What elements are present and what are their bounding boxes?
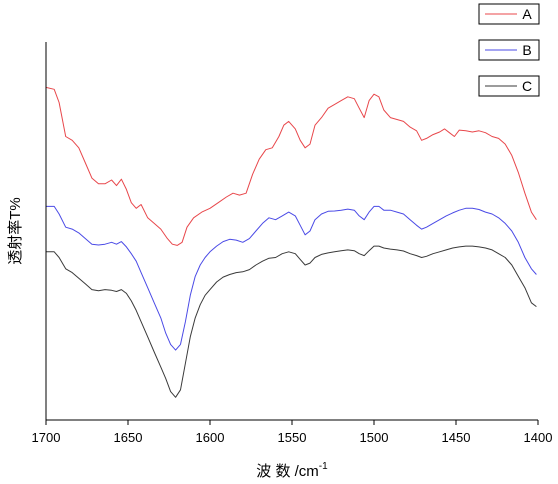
legend: A B C [478, 3, 540, 97]
x-tick-label: 1700 [32, 430, 61, 445]
x-tick-label: 1400 [524, 430, 553, 445]
x-axis-title: 波 数 /cm-1 [256, 461, 328, 480]
x-tick-label: 1500 [360, 430, 389, 445]
series-line-b [46, 205, 537, 351]
series-line-a [45, 86, 537, 246]
legend-label-b: B [522, 42, 531, 58]
series-line-c [46, 245, 537, 398]
legend-label-c: C [522, 78, 532, 94]
x-tick-label: 1550 [278, 430, 307, 445]
legend-label-a: A [522, 6, 532, 22]
x-axis-title-superscript: -1 [319, 461, 328, 472]
y-axis-title: 透射率T% [7, 197, 24, 265]
x-tick-label: 1650 [114, 430, 143, 445]
x-ticks: 1700 1650 1600 1550 1500 1450 1400 [32, 420, 553, 445]
axes-layer [45, 42, 538, 421]
series-layer [45, 86, 537, 398]
x-tick-label: 1600 [196, 430, 225, 445]
x-tick-label: 1450 [442, 430, 471, 445]
